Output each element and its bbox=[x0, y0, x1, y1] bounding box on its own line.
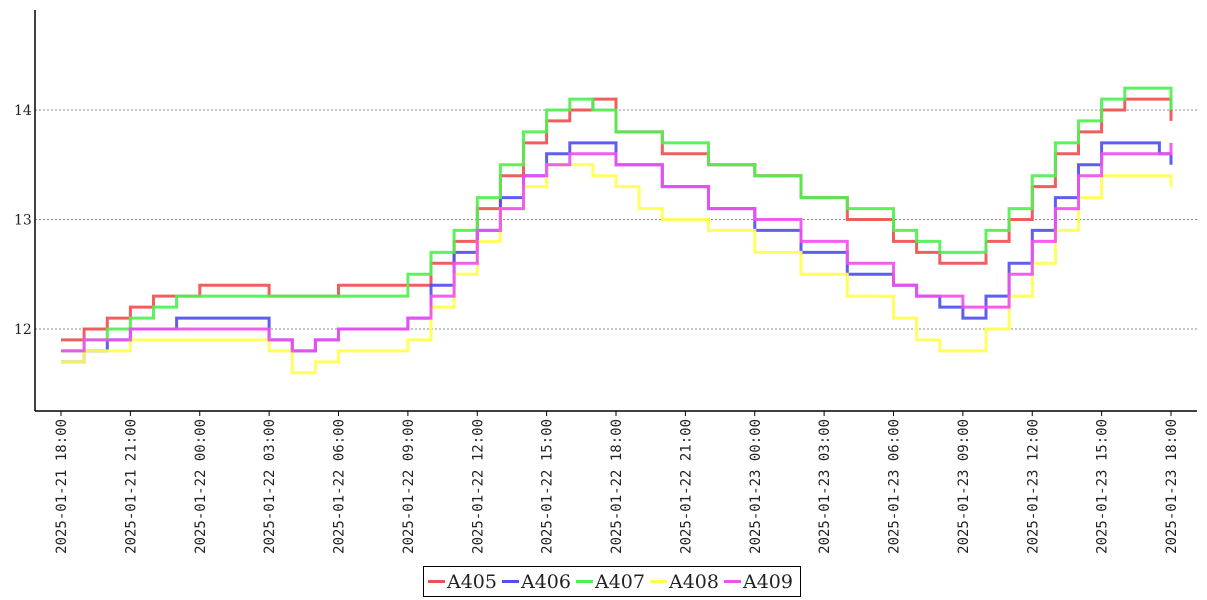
y-tick-label: 13 bbox=[14, 213, 32, 229]
legend-swatch bbox=[502, 580, 519, 583]
legend: A405 A406 A407 A408 A409 bbox=[423, 566, 801, 597]
x-tick-label: 2025-01-22 12:00 bbox=[470, 419, 486, 554]
x-tick-label: 2025-01-23 15:00 bbox=[1095, 419, 1111, 554]
legend-item-a407: A407 bbox=[574, 571, 645, 593]
legend-label: A408 bbox=[669, 570, 719, 593]
legend-label: A407 bbox=[595, 570, 645, 593]
x-tick-labels: 2025-01-21 18:00 2025-01-21 21:00 2025-01-… bbox=[54, 411, 1180, 554]
x-tick-label: 2025-01-22 00:00 bbox=[193, 419, 209, 554]
x-tick-label: 2025-01-23 00:00 bbox=[748, 419, 764, 554]
x-tick-label: 2025-01-22 18:00 bbox=[609, 419, 625, 554]
legend-label: A406 bbox=[521, 570, 571, 593]
series-line-a409 bbox=[61, 142, 1173, 353]
y-tick-label: 14 bbox=[14, 103, 32, 119]
x-tick-label: 2025-01-23 18:00 bbox=[1164, 419, 1180, 554]
legend-label: A405 bbox=[447, 570, 497, 593]
legend-item-a408: A408 bbox=[648, 571, 719, 593]
series-line-a407 bbox=[61, 86, 1173, 353]
legend-swatch bbox=[724, 580, 741, 583]
legend-swatch bbox=[576, 580, 593, 583]
legend-item-a405: A405 bbox=[426, 571, 497, 593]
x-tick-label: 2025-01-22 06:00 bbox=[332, 419, 348, 554]
x-tick-label: 2025-01-22 15:00 bbox=[540, 419, 556, 554]
legend-item-a409: A409 bbox=[722, 571, 793, 593]
axes bbox=[34, 10, 1197, 412]
y-tick-labels: 12 13 14 bbox=[14, 103, 32, 338]
series-lines bbox=[61, 86, 1173, 375]
x-tick-label: 2025-01-23 03:00 bbox=[817, 419, 833, 554]
x-tick-label: 2025-01-23 06:00 bbox=[887, 419, 903, 554]
legend-label: A409 bbox=[743, 570, 793, 593]
x-tick-label: 2025-01-23 12:00 bbox=[1025, 419, 1041, 554]
legend-item-a406: A406 bbox=[500, 571, 571, 593]
x-tick-label: 2025-01-22 21:00 bbox=[678, 419, 694, 554]
x-tick-label: 2025-01-23 09:00 bbox=[956, 419, 972, 554]
x-tick-label: 2025-01-21 21:00 bbox=[123, 419, 139, 554]
x-tick-label: 2025-01-21 18:00 bbox=[54, 419, 70, 554]
legend-swatch bbox=[650, 580, 667, 583]
legend-swatch bbox=[428, 580, 445, 583]
x-tick-label: 2025-01-22 03:00 bbox=[262, 419, 278, 554]
x-tick-label: 2025-01-22 09:00 bbox=[401, 419, 417, 554]
series-line-a408 bbox=[61, 163, 1173, 375]
y-tick-label: 12 bbox=[14, 322, 32, 338]
